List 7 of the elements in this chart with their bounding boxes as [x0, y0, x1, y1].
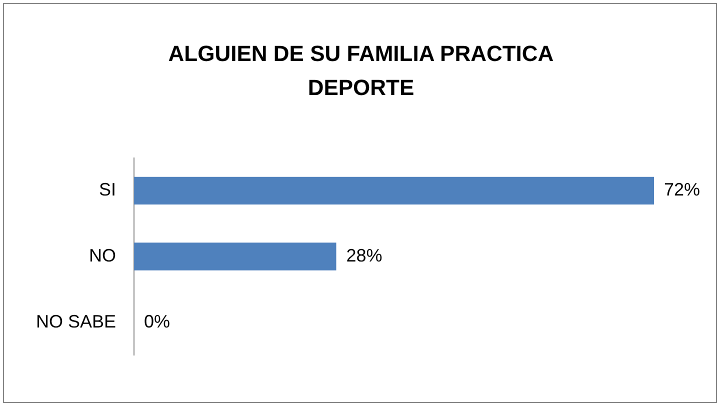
y-tick-label: NO SABE [36, 311, 116, 332]
y-tick-label: SI [99, 180, 116, 200]
data-label: 0% [144, 311, 170, 332]
y-tick-label: NO [89, 245, 116, 266]
chart-title: ALGUIEN DE SU FAMILIA PRACTICA DEPORTE [167, 40, 555, 102]
data-label: 72% [664, 180, 700, 200]
data-label: 28% [346, 245, 382, 266]
